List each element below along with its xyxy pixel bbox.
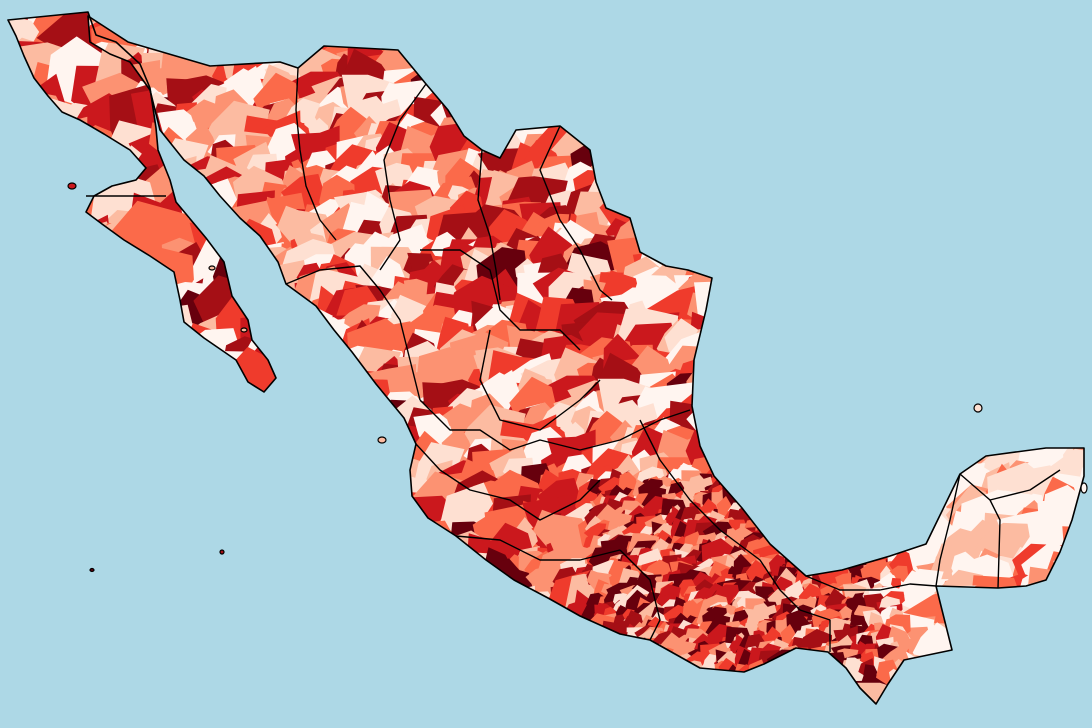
municipality-cell xyxy=(797,604,816,624)
state-border-quintanaroo xyxy=(989,469,1061,501)
state-border-jalisco xyxy=(415,443,601,521)
island xyxy=(67,182,77,190)
state-border-oaxaca-chiapas xyxy=(799,609,831,652)
island xyxy=(1080,482,1088,494)
island xyxy=(240,327,248,333)
state-border-yucatan xyxy=(959,473,1001,589)
mainland-coastline xyxy=(87,15,1085,705)
state-border-sinaloa-durango xyxy=(285,265,421,401)
state-border-guerrero-oaxaca xyxy=(619,549,661,641)
state-border-chihuahua-coahuila xyxy=(379,83,427,271)
state-border-nuevoleon-tamaulipas xyxy=(539,125,613,301)
state-border-central xyxy=(419,399,691,451)
island xyxy=(377,436,387,444)
state-border-zacatecas-slp xyxy=(479,329,601,431)
state-border-sonora-chihuahua xyxy=(295,67,337,241)
state-border-veracruz xyxy=(639,419,801,611)
island xyxy=(973,403,983,413)
island xyxy=(219,549,225,555)
municipality-cell xyxy=(891,577,901,592)
island xyxy=(89,567,95,573)
state-boundaries xyxy=(86,67,1061,652)
state-border-durango-zacatecas xyxy=(420,249,581,351)
state-border-michoacan xyxy=(455,535,621,561)
state-border-coahuila-nuevoleon xyxy=(477,149,501,301)
municipality-cell xyxy=(889,565,909,583)
islands xyxy=(67,182,1088,573)
state-border-campeche xyxy=(935,473,961,587)
state-border-tabasco xyxy=(805,575,937,591)
baja-coastline xyxy=(7,11,277,393)
municipality-cell xyxy=(863,664,878,679)
island xyxy=(208,265,216,271)
